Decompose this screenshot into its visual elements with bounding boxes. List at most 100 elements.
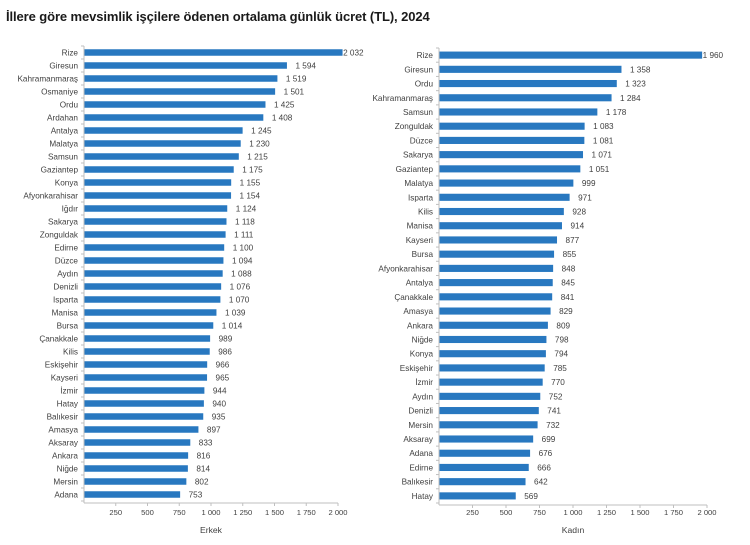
erkek-value-label: 1 088: [231, 270, 252, 279]
erkek-category-label: Aksaray: [48, 439, 78, 448]
kadin-bar: [439, 222, 562, 230]
kadin-bar: [439, 378, 543, 386]
erkek-category-label: Düzce: [55, 257, 79, 266]
erkek-category-label: Denizli: [53, 283, 78, 292]
kadin-x-tick-label: 1 750: [664, 508, 683, 517]
kadin-category-label: Hatay: [412, 492, 434, 501]
kadin-category-label: Amasya: [403, 307, 433, 316]
kadin-x-tick-label: 1 500: [630, 508, 649, 517]
erkek-value-label: 833: [199, 439, 213, 448]
erkek-value-label: 1 111: [234, 231, 254, 240]
erkek-category-label: Giresun: [49, 62, 78, 71]
erkek-category-label: Afyonkarahisar: [23, 192, 78, 201]
kadin-value-label: 877: [566, 236, 580, 245]
erkek-bar: [84, 348, 210, 355]
erkek-bar: [84, 400, 204, 407]
chart-title: İllere göre mevsimlik işçilere ödenen or…: [6, 9, 430, 24]
erkek-value-label: 1 245: [251, 127, 272, 136]
erkek-x-tick-label: 250: [109, 508, 122, 517]
kadin-value-label: 1 323: [625, 80, 646, 89]
erkek-bar: [84, 335, 211, 342]
erkek-x-tick-label: 2 000: [328, 508, 347, 517]
kadin-bar: [439, 449, 531, 457]
erkek-category-label: Ankara: [52, 452, 78, 461]
kadin-x-tick-label: 2 000: [697, 508, 716, 517]
erkek-category-label: Adana: [54, 491, 78, 500]
kadin-bar: [439, 364, 545, 372]
erkek-bar: [84, 114, 264, 121]
kadin-bar: [439, 108, 598, 116]
erkek-value-label: 1 094: [232, 257, 253, 266]
erkek-bar: [84, 270, 223, 277]
kadin-value-label: 569: [524, 492, 538, 501]
erkek-bar: [84, 309, 217, 316]
erkek-bar: [84, 296, 221, 303]
kadin-bar: [439, 79, 617, 88]
erkek-category-label: Konya: [55, 179, 79, 188]
erkek-category-label: Gaziantep: [41, 166, 79, 175]
erkek-value-label: 1 014: [222, 322, 243, 331]
erkek-bar: [84, 166, 234, 173]
kadin-value-label: 1 051: [589, 165, 610, 174]
erkek-value-label: 1 215: [247, 153, 268, 162]
kadin-x-tick-label: 750: [533, 508, 546, 517]
erkek-bar: [84, 361, 208, 368]
erkek-value-label: 1 425: [274, 101, 295, 110]
kadin-category-label: İzmir: [415, 377, 433, 387]
erkek-bar: [84, 218, 227, 225]
erkek-category-label: Hatay: [57, 400, 79, 409]
kadin-value-label: 971: [578, 193, 592, 202]
kadin-category-label: Ordu: [415, 80, 434, 89]
erkek-value-label: 753: [189, 491, 203, 500]
erkek-category-label: Ordu: [60, 101, 79, 110]
erkek-category-label: Zonguldak: [40, 231, 79, 240]
kadin-bar: [439, 407, 539, 415]
kadin-category-label: Çanakkale: [394, 293, 433, 302]
erkek-bar: [84, 387, 205, 394]
erkek-x-tick-label: 1 250: [233, 508, 252, 517]
erkek-bar: [84, 192, 232, 199]
kadin-category-label: Sakarya: [403, 151, 433, 160]
kadin-bar: [439, 65, 622, 73]
kadin-bar: [439, 136, 585, 144]
erkek-x-tick-label: 750: [173, 508, 186, 517]
erkek-bar: [84, 478, 187, 485]
kadin-category-label: Niğde: [412, 335, 434, 344]
erkek-bar: [84, 491, 181, 498]
erkek-x-tick-label: 1 750: [297, 508, 316, 517]
erkek-value-label: 1 408: [272, 114, 293, 123]
kadin-category-label: Malatya: [404, 179, 433, 188]
erkek-category-label: Isparta: [53, 296, 78, 305]
erkek-bar: [84, 101, 266, 108]
erkek-bar: [84, 244, 225, 251]
kadin-value-label: 676: [539, 449, 553, 458]
kadin-category-label: Denizli: [408, 407, 433, 416]
erkek-value-label: 940: [212, 400, 226, 409]
kadin-value-label: 999: [582, 179, 596, 188]
erkek-category-label: Çanakkale: [39, 335, 78, 344]
kadin-bar: [439, 463, 529, 472]
erkek-bar: [84, 283, 222, 290]
kadin-value-label: 1 071: [592, 151, 613, 160]
kadin-value-label: 1 081: [593, 136, 614, 145]
erkek-bar: [84, 153, 239, 160]
kadin-x-tick-label: 1 000: [563, 508, 582, 517]
erkek-category-label: Iğdır: [62, 205, 79, 214]
erkek-x-axis-title: Erkek: [200, 525, 223, 535]
erkek-x-tick-label: 1 000: [201, 508, 220, 517]
erkek-bar: [84, 439, 191, 446]
kadin-value-label: 829: [559, 307, 573, 316]
kadin-category-label: Düzce: [410, 136, 434, 145]
erkek-x-tick-label: 500: [141, 508, 154, 517]
kadin-value-label: 752: [549, 392, 563, 401]
erkek-value-label: 1 076: [230, 283, 251, 292]
erkek-category-label: Ardahan: [47, 114, 78, 123]
kadin-category-label: Manisa: [407, 222, 434, 231]
erkek-bar: [84, 374, 208, 381]
kadin-category-label: Konya: [410, 350, 434, 359]
kadin-category-label: Antalya: [406, 279, 434, 288]
kadin-category-label: Kayseri: [406, 236, 433, 245]
kadin-bar: [439, 122, 585, 130]
erkek-bar: [84, 49, 343, 56]
